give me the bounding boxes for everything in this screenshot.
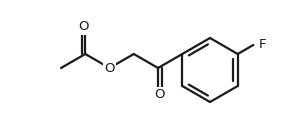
Text: O: O [78, 21, 89, 34]
Text: O: O [104, 62, 115, 75]
Text: F: F [258, 39, 266, 51]
Text: O: O [155, 88, 165, 102]
